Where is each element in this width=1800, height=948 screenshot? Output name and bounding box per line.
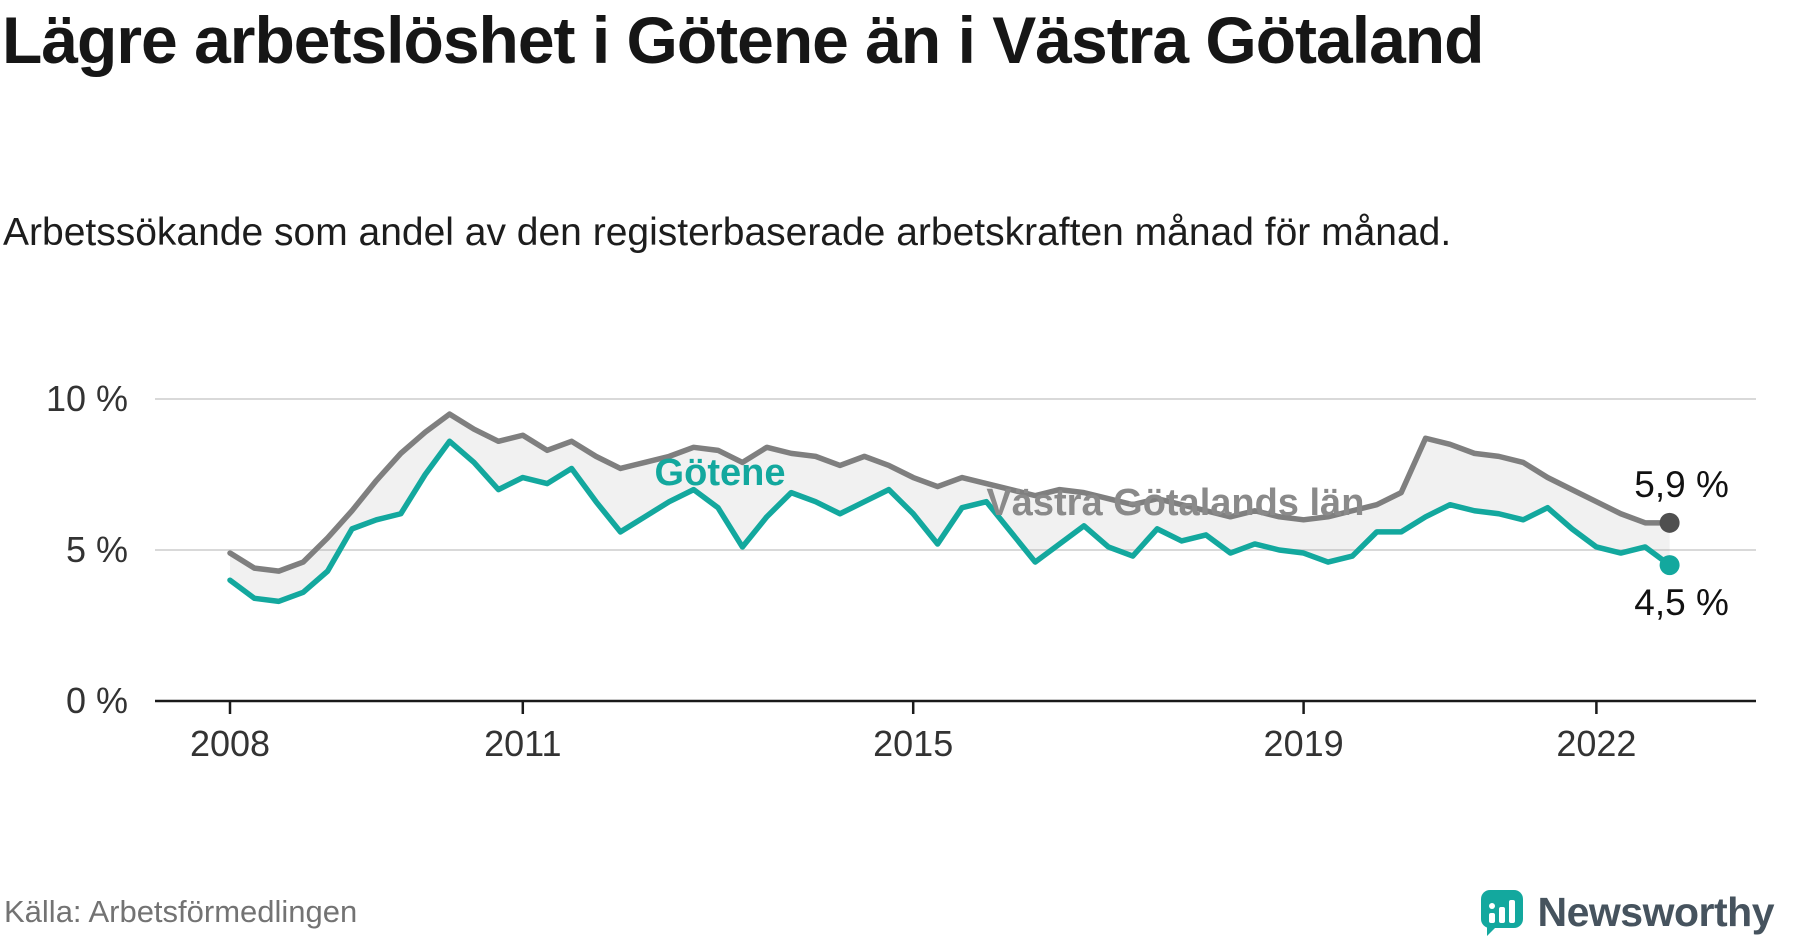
- source-note: Källa: Arbetsförmedlingen: [4, 894, 358, 929]
- line-chart: 2008 2011 2015 2019 2022 0 % 5 % 10 % Västra Göt…: [46, 378, 1756, 764]
- series-end-value-v-stra-g-talands-l-n: 5,9 %: [1634, 464, 1729, 505]
- chart-subtitle: Arbetssökande som andel av den registerb…: [3, 211, 1452, 254]
- newsworthy-icon: [1480, 890, 1523, 936]
- series-line-v-stra-g-talands-l-n: [227, 411, 1673, 574]
- series-inline-label-g-tene: Götene: [655, 452, 786, 494]
- x-tick-label: 2022: [1556, 723, 1636, 764]
- x-tick-label: 2019: [1264, 723, 1344, 764]
- x-tick-label: 2015: [873, 723, 953, 764]
- newsworthy-logo[interactable]: Newsworthy: [1478, 888, 1775, 936]
- series-inline-label-v-stra-g-talands-l-n: Västra Götalands län: [986, 482, 1364, 524]
- series-end-dot-v-stra-g-talands-l-n: [1659, 512, 1680, 533]
- y-tick-label: 5 %: [66, 529, 128, 570]
- chart-title: Lägre arbetslöshet i Götene än i Västra …: [2, 3, 1484, 77]
- series-end-dot-g-tene: [1659, 555, 1680, 576]
- x-tick-label: 2011: [484, 723, 561, 764]
- y-tick-label: 0 %: [66, 680, 128, 721]
- newsworthy-wordmark: Newsworthy: [1537, 888, 1775, 935]
- series-line-g-tene: [227, 438, 1673, 605]
- x-tick-label: 2008: [190, 723, 270, 764]
- series-end-value-g-tene: 4,5 %: [1634, 582, 1729, 623]
- y-tick-label: 10 %: [46, 378, 128, 419]
- footer: Källa: Arbetsförmedlingen Newsworthy: [4, 888, 1774, 936]
